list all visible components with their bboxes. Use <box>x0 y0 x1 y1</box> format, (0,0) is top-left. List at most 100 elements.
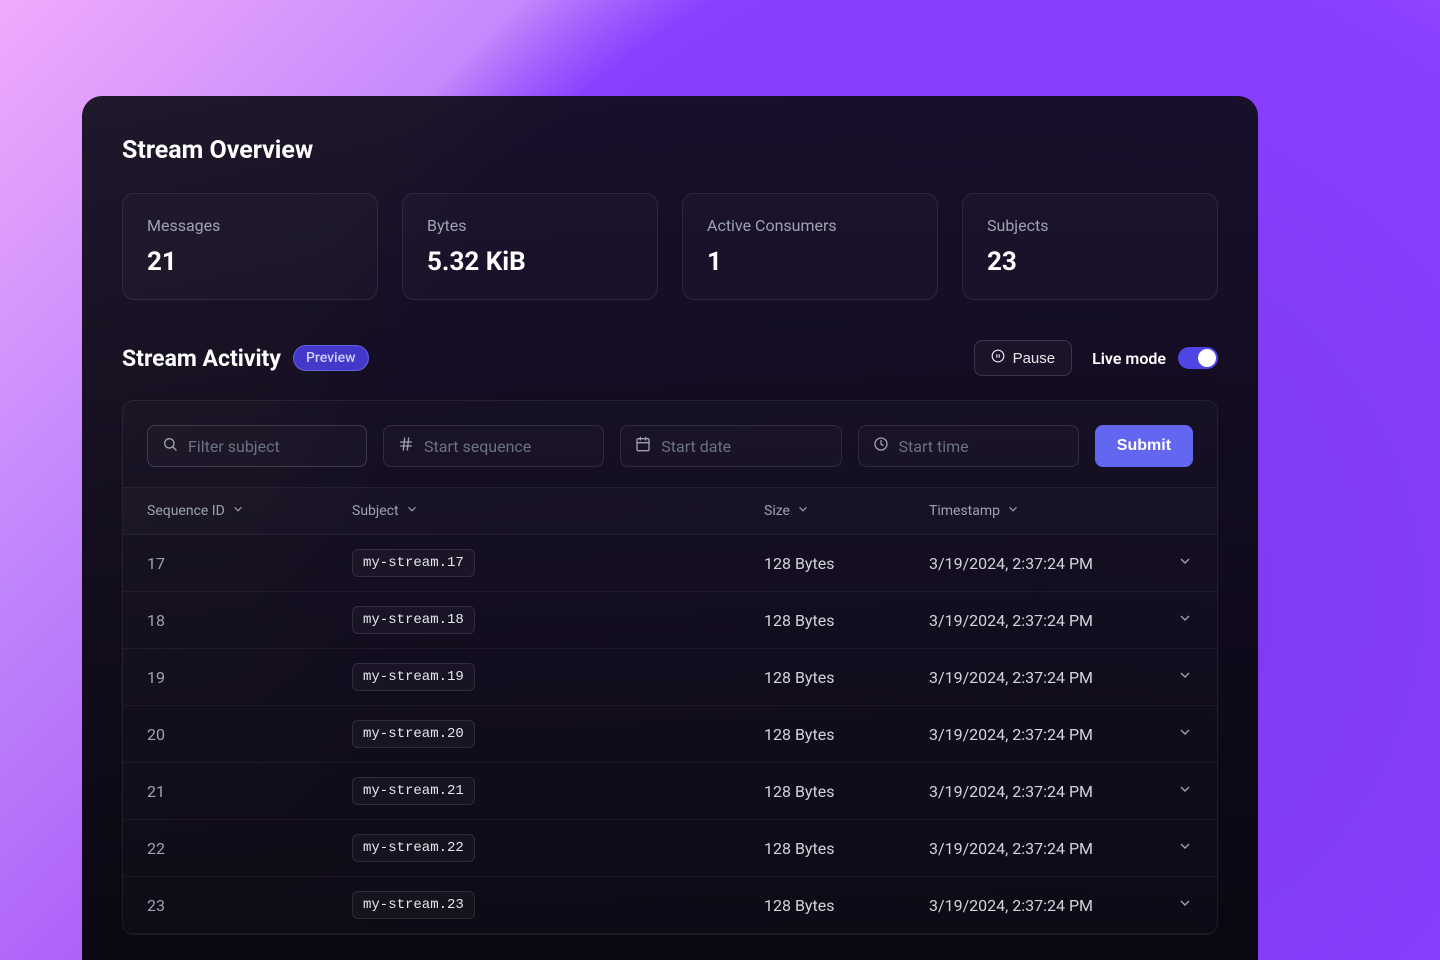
stat-messages: Messages 21 <box>122 193 378 300</box>
start-sequence-field[interactable] <box>383 425 604 467</box>
col-sequence[interactable]: Sequence ID <box>147 502 352 520</box>
activity-title: Stream Activity <box>122 345 281 372</box>
stat-consumers-label: Active Consumers <box>707 216 913 235</box>
start-date-input[interactable] <box>661 437 826 456</box>
cell-timestamp: 3/19/2024, 2:37:24 PM <box>929 725 1143 744</box>
subject-tag: my-stream.21 <box>352 777 475 805</box>
stat-bytes: Bytes 5.32 KiB <box>402 193 658 300</box>
cell-size: 128 Bytes <box>764 668 929 687</box>
cell-timestamp: 3/19/2024, 2:37:24 PM <box>929 839 1143 858</box>
subject-tag: my-stream.23 <box>352 891 475 919</box>
cell-timestamp: 3/19/2024, 2:37:24 PM <box>929 782 1143 801</box>
cell-size: 128 Bytes <box>764 782 929 801</box>
table-row: 23my-stream.23 128 Bytes3/19/2024, 2:37:2… <box>123 877 1217 934</box>
chevron-down-icon <box>1177 667 1193 687</box>
cell-subject: my-stream.23 <box>352 891 764 919</box>
chevron-down-icon <box>1177 553 1193 573</box>
subject-tag: my-stream.17 <box>352 549 475 577</box>
cell-subject: my-stream.21 <box>352 777 764 805</box>
cell-subject: my-stream.19 <box>352 663 764 691</box>
cell-sequence: 18 <box>147 611 352 630</box>
cell-subject: my-stream.17 <box>352 549 764 577</box>
start-time-field[interactable] <box>858 425 1079 467</box>
pause-icon <box>991 349 1005 367</box>
cell-subject: my-stream.22 <box>352 834 764 862</box>
filter-subject-input[interactable] <box>188 437 352 456</box>
chevron-down-icon <box>1177 838 1193 858</box>
col-timestamp[interactable]: Timestamp <box>929 502 1143 520</box>
stat-subjects-label: Subjects <box>987 216 1193 235</box>
cell-size: 128 Bytes <box>764 725 929 744</box>
table-row: 22my-stream.22 128 Bytes3/19/2024, 2:37:2… <box>123 820 1217 877</box>
chevron-down-icon <box>1177 610 1193 630</box>
table-row: 20my-stream.20 128 Bytes3/19/2024, 2:37:2… <box>123 706 1217 763</box>
expand-row[interactable] <box>1143 838 1193 858</box>
table-row: 21my-stream.21 128 Bytes3/19/2024, 2:37:2… <box>123 763 1217 820</box>
table-row: 18my-stream.18 128 Bytes3/19/2024, 2:37:2… <box>123 592 1217 649</box>
expand-row[interactable] <box>1143 781 1193 801</box>
table-header: Sequence ID Subject Size Timestamp <box>123 487 1217 535</box>
cell-size: 128 Bytes <box>764 611 929 630</box>
col-size[interactable]: Size <box>764 502 929 520</box>
stream-panel: Stream Overview Messages 21 Bytes 5.32 K… <box>82 96 1258 960</box>
cell-subject: my-stream.18 <box>352 606 764 634</box>
col-subject[interactable]: Subject <box>352 502 764 520</box>
cell-timestamp: 3/19/2024, 2:37:24 PM <box>929 554 1143 573</box>
subject-tag: my-stream.19 <box>352 663 475 691</box>
start-time-input[interactable] <box>899 437 1064 456</box>
calendar-icon <box>635 436 651 456</box>
expand-row[interactable] <box>1143 724 1193 744</box>
search-icon <box>162 436 178 456</box>
cell-sequence: 17 <box>147 554 352 573</box>
expand-row[interactable] <box>1143 553 1193 573</box>
chevron-down-icon <box>1177 781 1193 801</box>
live-mode-toggle[interactable] <box>1178 347 1218 369</box>
cell-timestamp: 3/19/2024, 2:37:24 PM <box>929 668 1143 687</box>
chevron-down-icon <box>1006 502 1020 520</box>
stat-messages-value: 21 <box>147 247 353 277</box>
table-body: 17my-stream.17128 Bytes3/19/2024, 2:37:2… <box>123 535 1217 934</box>
activity-header: Stream Activity Preview Pause Live mode <box>122 340 1218 376</box>
cell-sequence: 20 <box>147 725 352 744</box>
cell-size: 128 Bytes <box>764 554 929 573</box>
filter-row: Submit <box>123 401 1217 487</box>
cell-size: 128 Bytes <box>764 839 929 858</box>
expand-row[interactable] <box>1143 610 1193 630</box>
hash-icon <box>398 436 414 456</box>
stats-grid: Messages 21 Bytes 5.32 KiB Active Consum… <box>122 193 1218 300</box>
start-sequence-input[interactable] <box>424 437 589 456</box>
stat-consumers-value: 1 <box>707 247 913 277</box>
subject-tag: my-stream.22 <box>352 834 475 862</box>
cell-sequence: 21 <box>147 782 352 801</box>
cell-sequence: 23 <box>147 896 352 915</box>
start-date-field[interactable] <box>620 425 841 467</box>
chevron-down-icon <box>1177 724 1193 744</box>
submit-button[interactable]: Submit <box>1095 425 1193 467</box>
filter-subject-field[interactable] <box>147 425 367 467</box>
page-title: Stream Overview <box>122 136 1218 165</box>
cell-subject: my-stream.20 <box>352 720 764 748</box>
stat-bytes-value: 5.32 KiB <box>427 247 633 277</box>
table-row: 17my-stream.17 128 Bytes3/19/2024, 2:37:2… <box>123 535 1217 592</box>
cell-sequence: 22 <box>147 839 352 858</box>
chevron-down-icon <box>405 502 419 520</box>
subject-tag: my-stream.20 <box>352 720 475 748</box>
activity-panel: Submit Sequence ID Subject Size Timestam… <box>122 400 1218 935</box>
stat-subjects-value: 23 <box>987 247 1193 277</box>
stat-subjects: Subjects 23 <box>962 193 1218 300</box>
chevron-down-icon <box>796 502 810 520</box>
cell-timestamp: 3/19/2024, 2:37:24 PM <box>929 896 1143 915</box>
chevron-down-icon <box>1177 895 1193 915</box>
pause-button[interactable]: Pause <box>974 340 1073 376</box>
stat-bytes-label: Bytes <box>427 216 633 235</box>
chevron-down-icon <box>231 502 245 520</box>
cell-size: 128 Bytes <box>764 896 929 915</box>
subject-tag: my-stream.18 <box>352 606 475 634</box>
stat-messages-label: Messages <box>147 216 353 235</box>
live-mode-label: Live mode <box>1092 349 1166 368</box>
preview-badge: Preview <box>293 345 369 371</box>
expand-row[interactable] <box>1143 895 1193 915</box>
expand-row[interactable] <box>1143 667 1193 687</box>
cell-timestamp: 3/19/2024, 2:37:24 PM <box>929 611 1143 630</box>
clock-icon <box>873 436 889 456</box>
